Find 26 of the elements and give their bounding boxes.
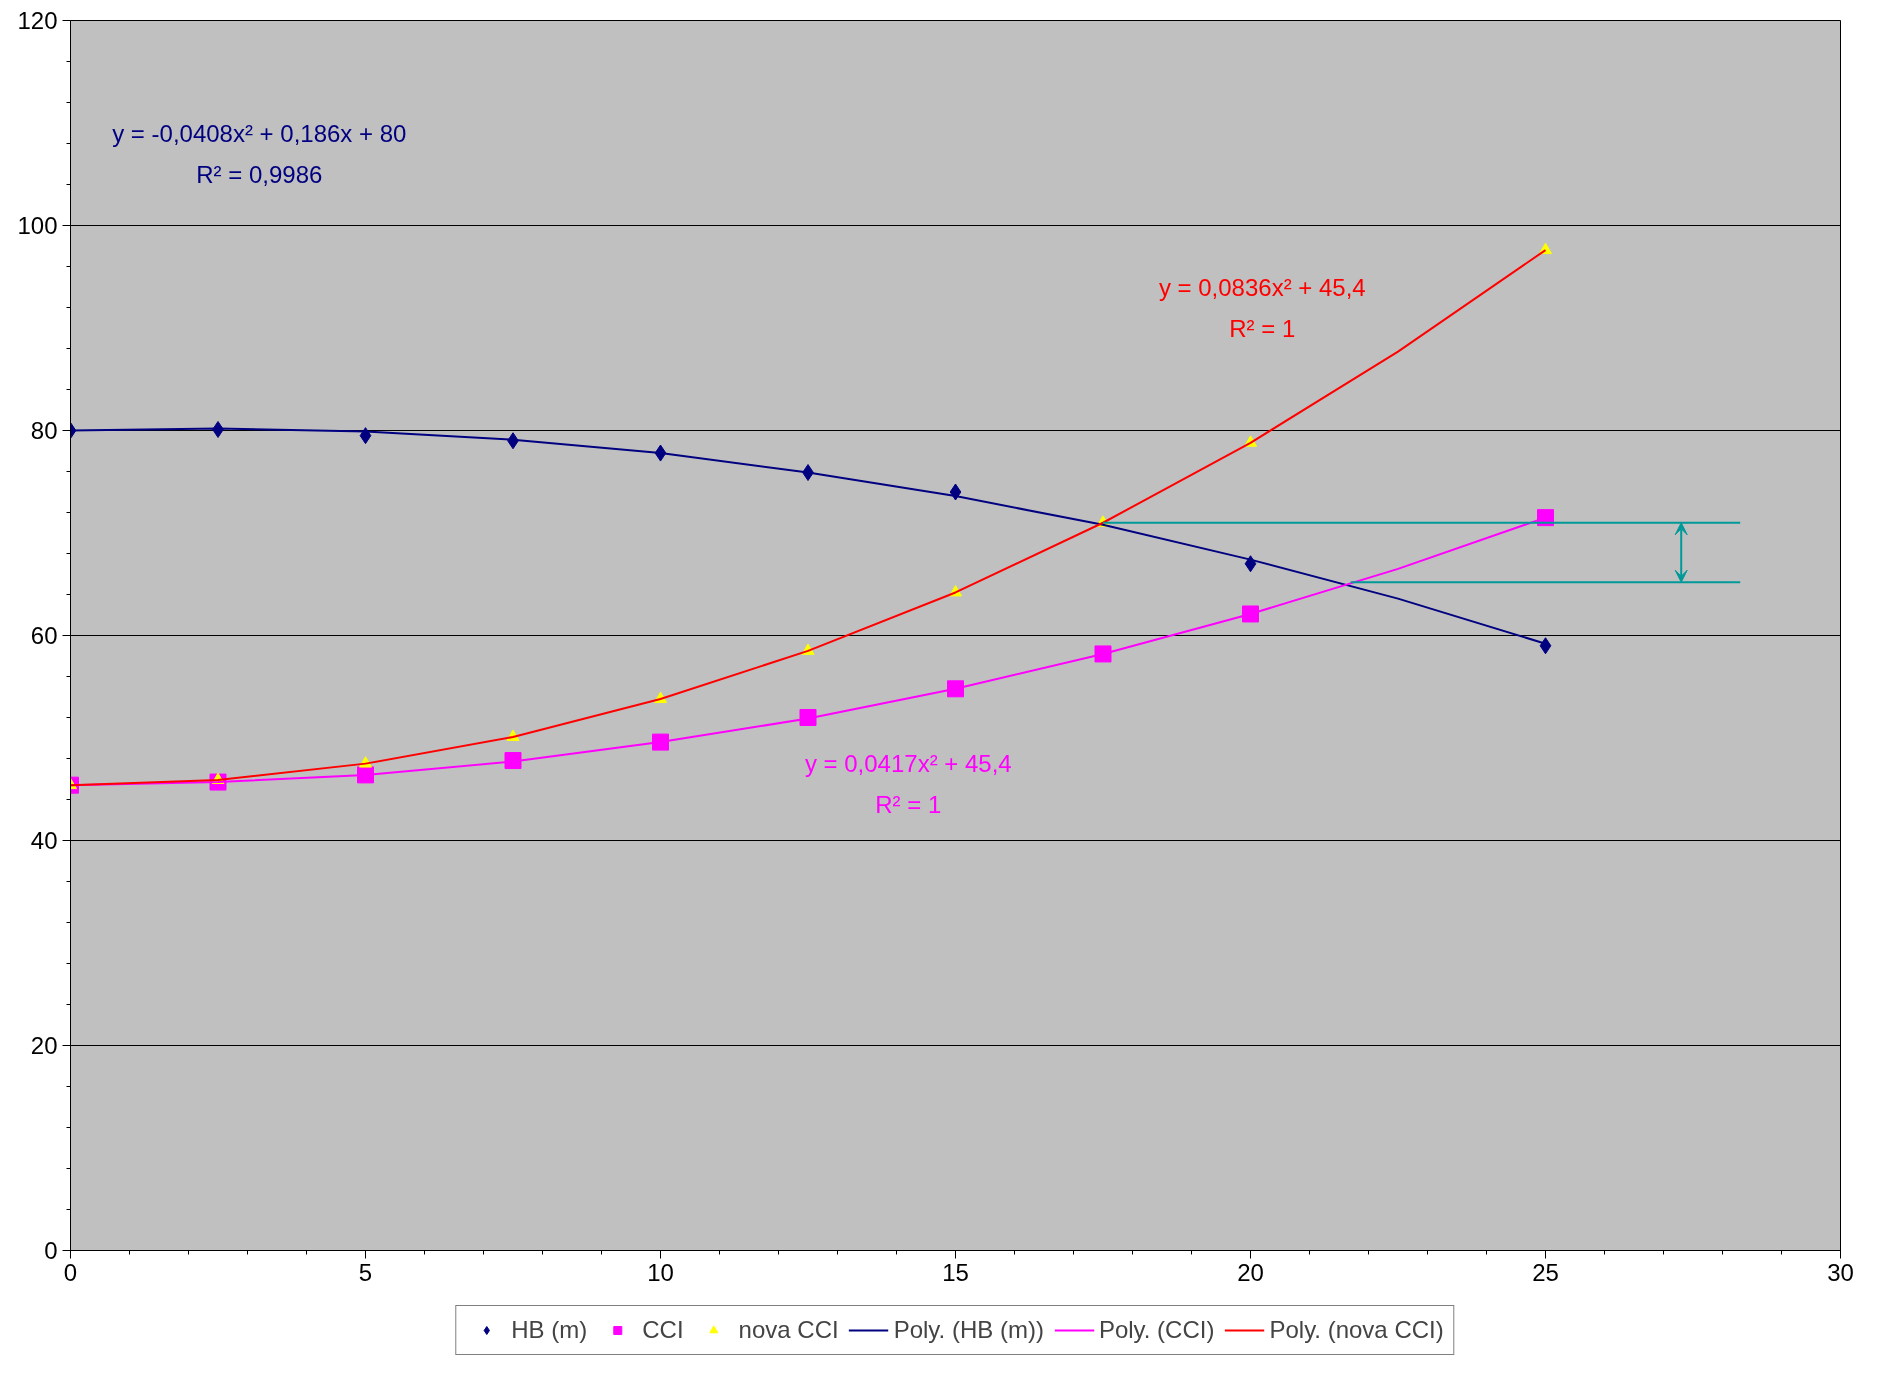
legend-label: nova CCI	[738, 1316, 839, 1344]
annotation: y = 0,0836x² + 45,4	[1158, 273, 1366, 301]
annotation: R² = 0,9986	[196, 160, 323, 188]
y-tick-label: 0	[44, 1237, 58, 1264]
y-tick-label: 40	[30, 827, 58, 854]
x-tick-label: 30	[1827, 1258, 1854, 1286]
annotation: R² = 1	[875, 791, 942, 819]
x-tick-label: 5	[358, 1258, 373, 1286]
x-tick-label: 0	[63, 1258, 78, 1286]
y-tick-label: 60	[30, 622, 58, 649]
annotation: R² = 1	[1229, 314, 1296, 342]
y-tick-label: 120	[17, 7, 58, 34]
x-tick-label: 10	[647, 1258, 674, 1286]
legend-label: Poly. (nova CCI)	[1269, 1316, 1444, 1344]
x-tick-label: 25	[1532, 1258, 1559, 1286]
legend-label: Poly. (HB (m))	[893, 1316, 1044, 1344]
annotation: y = -0,0408x² + 0,186x + 80	[112, 119, 407, 147]
legend-label: HB (m)	[511, 1316, 588, 1344]
legend-label: Poly. (CCI)	[1098, 1316, 1215, 1344]
annotation: y = 0,0417x² + 45,4	[804, 750, 1012, 778]
y-tick-label: 80	[30, 417, 58, 444]
y-tick-label: 20	[30, 1032, 58, 1059]
x-tick-label: 15	[942, 1258, 969, 1286]
y-tick-label: 100	[17, 212, 58, 239]
legend-label: CCI	[642, 1316, 684, 1344]
x-tick-label: 20	[1237, 1258, 1264, 1286]
